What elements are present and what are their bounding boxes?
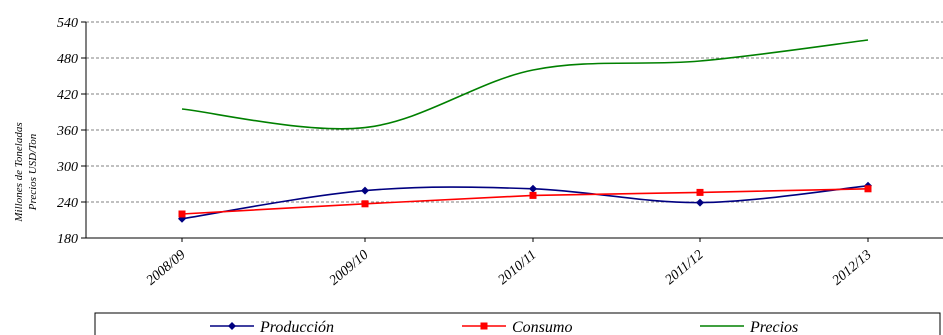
data-point-square xyxy=(529,191,537,199)
grid-lines xyxy=(86,21,943,203)
series-line xyxy=(181,39,869,130)
axes xyxy=(85,22,943,239)
data-point-square xyxy=(696,188,704,196)
legend-marker-diamond xyxy=(228,322,236,330)
data-point-square xyxy=(361,200,369,208)
y-tick-labels: 180 240 300 360 420 480 540 xyxy=(56,16,86,247)
legend-label: Producción xyxy=(259,319,334,335)
x-tick-label: 2010/11 xyxy=(496,248,540,288)
x-tick-label: 2008/09 xyxy=(144,248,189,289)
x-tick-labels: 2008/09 2009/10 2010/11 2011/12 2012/13 xyxy=(144,238,875,289)
series-layer xyxy=(178,39,872,223)
y-tick-label: 240 xyxy=(57,196,78,211)
data-point-diamond xyxy=(361,186,369,195)
data-point-diamond xyxy=(529,184,537,193)
legend-item: Precios xyxy=(700,319,798,335)
x-tick-label: 2011/12 xyxy=(663,248,707,288)
x-tick-label: 2012/13 xyxy=(830,248,875,289)
legend-label: Precios xyxy=(749,319,798,335)
y-axis-title-line-1: Millones de Toneladas xyxy=(13,122,25,222)
legend: Producción Consumo Precios xyxy=(94,312,941,335)
y-axis-title-line-2: Precios USD/Ton xyxy=(27,133,39,211)
data-point-diamond xyxy=(696,198,704,207)
y-tick-label: 480 xyxy=(57,52,78,67)
y-tick-label: 540 xyxy=(57,16,78,31)
legend-box xyxy=(94,312,941,335)
data-point-square xyxy=(864,185,872,193)
legend-item: Producción xyxy=(210,319,334,335)
y-tick-label: 360 xyxy=(56,124,78,139)
series-1 xyxy=(178,185,872,218)
y-tick-label: 300 xyxy=(56,160,78,175)
y-tick-label: 420 xyxy=(57,88,78,103)
series-2 xyxy=(181,39,869,130)
x-tick-label: 2009/10 xyxy=(327,248,372,289)
legend-label: Consumo xyxy=(512,319,572,335)
y-tick-label: 180 xyxy=(57,232,78,247)
legend-marker-square xyxy=(480,322,488,330)
y-axis-title: Millones de Toneladas Precios USD/Ton xyxy=(13,122,39,222)
legend-item: Consumo xyxy=(462,319,572,335)
data-point-square xyxy=(178,210,186,218)
